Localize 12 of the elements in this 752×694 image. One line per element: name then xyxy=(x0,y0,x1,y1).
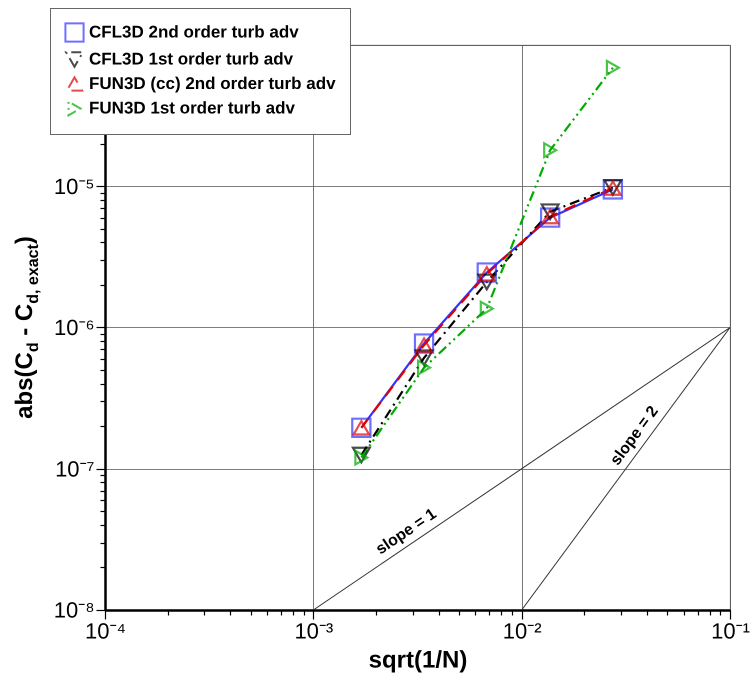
legend-label: FUN3D 1st order turb adv xyxy=(89,98,296,118)
y-axis-title: abs(Cd - Cd, exact) xyxy=(11,236,42,419)
y-tick-label: 10⁻⁶ xyxy=(54,315,94,340)
x-axis-title: sqrt(1/N) xyxy=(368,646,468,674)
x-tick-label: 10⁻³ xyxy=(294,618,334,644)
legend-label: CFL3D 1st order turb adv xyxy=(89,50,294,68)
legend-label: CFL3D 2nd order turb adv xyxy=(89,22,300,42)
legend-label: FUN3D (cc) 2nd order turb adv xyxy=(89,74,336,93)
y-tick-label: 10⁻⁷ xyxy=(55,456,95,482)
y-tick-label: 10⁻⁵ xyxy=(54,174,94,199)
x-tick-label: 10⁻¹ xyxy=(711,618,750,644)
x-tick-label: 10⁻² xyxy=(502,618,542,644)
